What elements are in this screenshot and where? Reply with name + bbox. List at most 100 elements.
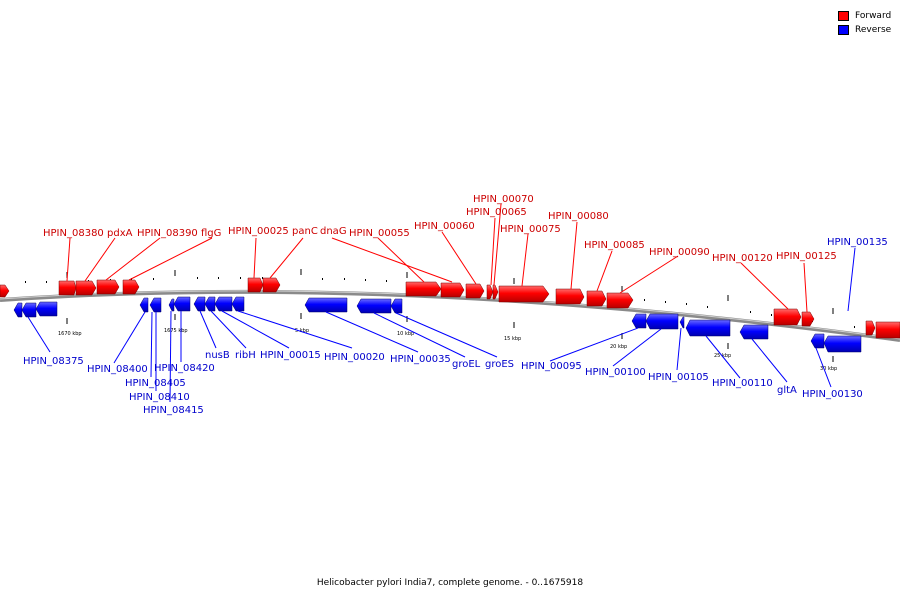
forward-gene[interactable] <box>122 279 140 295</box>
forward-gene[interactable] <box>96 279 120 295</box>
gene-label: HPIN_00065 <box>466 207 527 218</box>
reverse-gene[interactable] <box>356 298 392 314</box>
minor-tick <box>707 306 708 308</box>
forward-gene[interactable] <box>801 311 815 327</box>
legend-forward: Forward <box>838 9 891 23</box>
label-connector <box>269 237 304 279</box>
forward-gene[interactable] <box>0 284 10 298</box>
gene-label: HPIN_00100 <box>585 367 646 378</box>
forward-gene[interactable] <box>875 321 900 339</box>
gene-label: pdxA <box>107 228 133 239</box>
reverse-gene[interactable] <box>149 297 162 313</box>
reverse-gene[interactable] <box>21 302 37 318</box>
label-connector <box>549 327 639 362</box>
reverse-gene[interactable] <box>304 297 348 313</box>
minor-tick <box>344 278 345 280</box>
label-connector <box>199 310 217 349</box>
minor-tick <box>153 278 154 280</box>
gene-label: HPIN_00060 <box>414 221 475 232</box>
forward-gene[interactable] <box>555 288 585 305</box>
label-connector <box>113 311 146 364</box>
reverse-gene[interactable] <box>168 298 175 312</box>
reverse-genes <box>13 296 862 353</box>
reverse-gene[interactable] <box>390 298 403 314</box>
gene-label: HPIN_00025 <box>228 226 289 237</box>
genome-caption: Helicobacter pylori India7, complete gen… <box>316 578 584 588</box>
scale-label: 1670 kbp <box>58 331 82 337</box>
forward-gene[interactable] <box>405 281 442 297</box>
reverse-gene[interactable] <box>823 335 862 353</box>
reverse-gene[interactable] <box>645 313 679 330</box>
reverse-gene[interactable] <box>173 296 191 312</box>
forward-gene[interactable] <box>773 308 802 326</box>
minor-tick <box>644 299 645 301</box>
gene-label: HPIN_00080 <box>548 211 609 222</box>
label-connector <box>441 231 477 285</box>
forward-gene[interactable] <box>498 285 550 303</box>
reverse-gene[interactable] <box>204 296 216 312</box>
reverse-gene[interactable] <box>214 296 233 312</box>
forward-gene[interactable] <box>440 282 465 298</box>
forward-gene[interactable] <box>492 284 499 300</box>
reverse-gene[interactable] <box>193 296 206 312</box>
gene-label: HPIN_00075 <box>500 224 561 235</box>
label-connector <box>803 262 808 313</box>
reverse-gene[interactable] <box>139 297 149 313</box>
gene-label: HPIN_00015 <box>260 350 321 361</box>
scale-label: 20 kbp <box>610 344 627 350</box>
forward-genes <box>0 277 900 339</box>
label-connector <box>751 338 788 383</box>
legend-reverse-swatch <box>838 25 849 35</box>
label-connector <box>612 328 662 367</box>
forward-gene[interactable] <box>606 292 634 309</box>
forward-gene[interactable] <box>865 320 876 336</box>
gene-label: HPIN_08380 <box>43 228 104 239</box>
label-connector <box>253 237 257 279</box>
gene-label: groES <box>485 359 514 370</box>
label-connector <box>395 312 498 358</box>
gene-label: HPIN_00020 <box>324 352 385 363</box>
label-connector <box>331 237 453 283</box>
gene-label: HPIN_00090 <box>649 247 710 258</box>
reverse-gene[interactable] <box>35 301 58 317</box>
gene-label: HPIN_08420 <box>154 363 215 374</box>
reverse-gene[interactable] <box>739 324 769 340</box>
forward-gene[interactable] <box>586 290 607 307</box>
label-connector <box>373 312 466 358</box>
scale-label: 10 kbp <box>397 331 414 337</box>
label-connector <box>815 347 832 388</box>
minor-tick <box>365 279 366 281</box>
scale-label: 5 kbp <box>295 328 309 334</box>
minor-tick <box>240 277 241 279</box>
gene-label: nusB <box>205 350 230 361</box>
gene-label: HPIN_08410 <box>129 392 190 403</box>
forward-gene[interactable] <box>465 283 485 299</box>
gene-label: flgG <box>201 228 221 239</box>
reverse-gene[interactable] <box>810 333 825 349</box>
minor-tick <box>686 303 687 305</box>
label-connector <box>740 262 789 310</box>
forward-gene[interactable] <box>247 277 264 293</box>
label-connector <box>150 311 153 378</box>
forward-gene[interactable] <box>75 280 97 296</box>
minor-tick <box>750 311 751 313</box>
reverse-gene[interactable] <box>631 313 647 329</box>
reverse-gene[interactable] <box>685 319 731 337</box>
label-connector <box>27 316 51 353</box>
minor-tick <box>771 314 772 316</box>
gene-label: panC <box>292 226 318 237</box>
reverse-gene[interactable] <box>13 302 23 318</box>
reverse-gene[interactable] <box>679 316 685 329</box>
forward-gene[interactable] <box>486 284 494 300</box>
reverse-connectors <box>27 247 856 403</box>
scale-label: 30 kbp <box>820 366 837 372</box>
label-connector <box>377 237 425 283</box>
forward-gene[interactable] <box>262 277 281 293</box>
reverse-gene[interactable] <box>231 296 245 312</box>
minor-tick <box>322 278 323 280</box>
gene-label: HPIN_00070 <box>473 194 534 205</box>
label-connector <box>490 217 496 286</box>
gene-label: HPIN_00085 <box>584 240 645 251</box>
forward-gene[interactable] <box>58 280 77 296</box>
gene-label: HPIN_00120 <box>712 253 773 264</box>
